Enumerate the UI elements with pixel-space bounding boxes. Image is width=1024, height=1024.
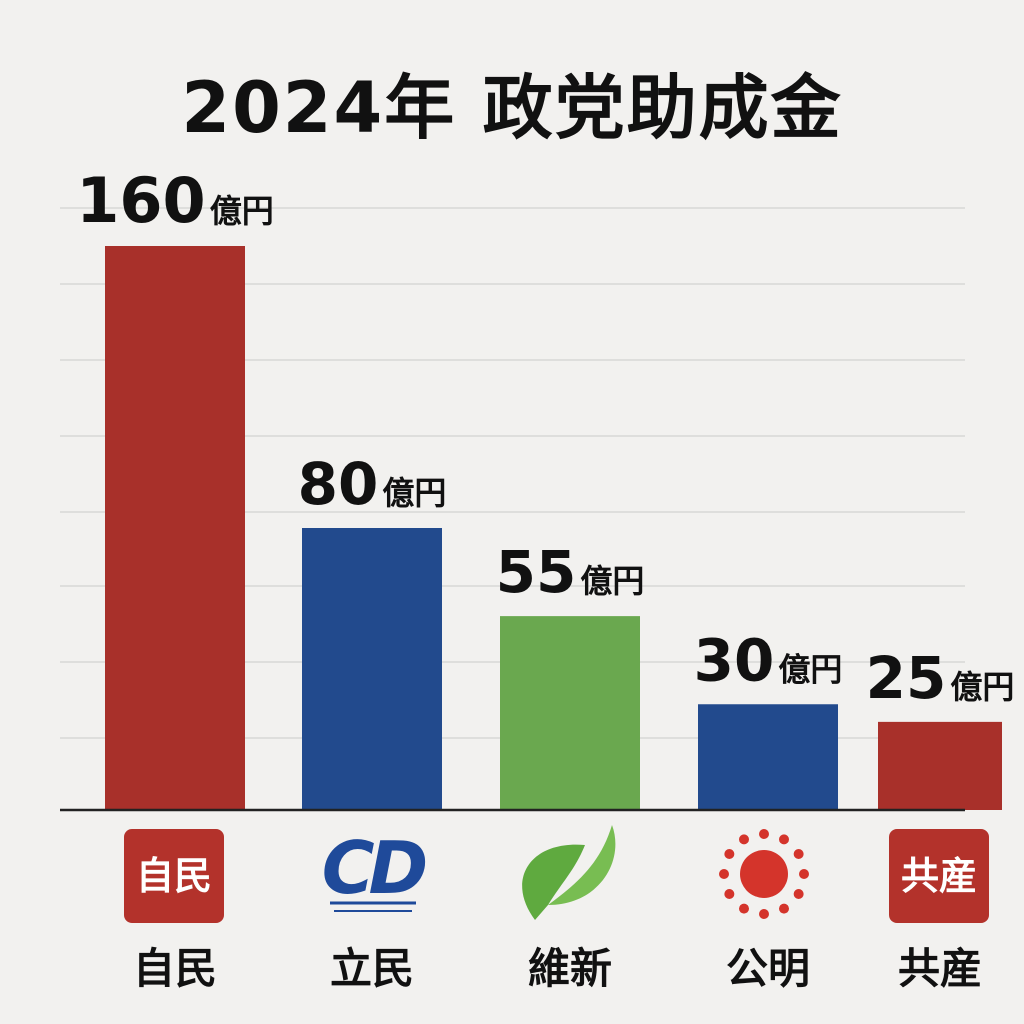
bar-1 [105,246,245,810]
category-label: 共産 [898,944,982,993]
bar-3 [500,616,640,810]
category-label: 維新 [528,944,612,993]
category-label: 公明 [726,944,810,993]
bar-2 [302,528,442,810]
category-label: 自民 [133,944,217,993]
category-label: 立民 [330,944,414,993]
value-label: 30 億円 [694,626,843,694]
ldp-logo-icon: 自民 [124,829,224,923]
chart-title: 2024年 政党助成金 [181,67,843,149]
value-label: 55 億円 [496,538,645,606]
bar-4 [698,704,838,810]
value-label: 80 億円 [298,450,447,518]
komeito-sun-icon [719,829,809,919]
svg-text:自民: 自民 [136,854,212,898]
jcp-logo-icon: 共産 [889,829,989,923]
bars [105,246,1002,810]
bar-5 [878,721,1002,810]
party-logos: 自民 CD 共産 [124,825,989,923]
value-label: 25 億円 [866,644,1015,712]
value-labels: 160 億円 80 億円 55 億円 30 億円 25 億円 [76,164,1014,712]
svg-text:共産: 共産 [901,854,977,898]
value-label: 160 億円 [76,164,273,237]
ishin-leaf-icon [522,825,616,920]
cdp-logo-icon: CD [322,826,432,912]
category-labels: 自民 立民 維新 公明 共産 [133,944,982,993]
svg-text:CD: CD [322,826,426,910]
